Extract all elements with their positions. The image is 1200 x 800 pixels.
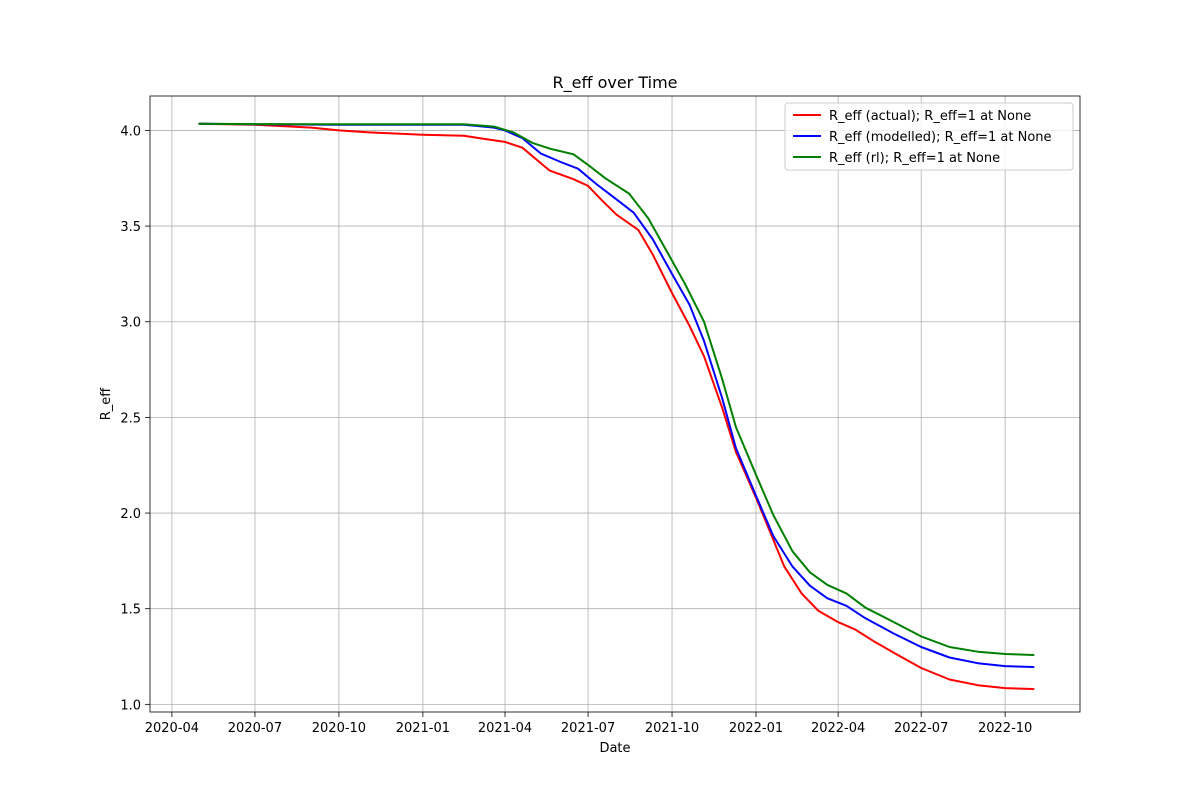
- y-tick-label: 1.0: [120, 698, 141, 713]
- y-tick-label: 3.0: [120, 316, 141, 331]
- grid: [150, 96, 1080, 712]
- series-line-rl: [198, 122, 1035, 656]
- legend-label-actual: R_eff (actual); R_eff=1 at None: [829, 109, 1031, 124]
- x-tick-label: 2021-01: [396, 721, 450, 736]
- series-line-actual: [198, 122, 1035, 690]
- legend-box: [784, 102, 1074, 171]
- x-tick-label: 2021-10: [645, 721, 699, 736]
- y-tick-label: 4.0: [120, 124, 141, 139]
- x-tick-label: 2020-10: [312, 721, 366, 736]
- x-tick-label: 2020-07: [228, 721, 282, 736]
- x-tick-label: 2022-04: [811, 721, 865, 736]
- x-tick-label: 2022-07: [894, 721, 948, 736]
- chart-title: R_eff over Time: [553, 73, 678, 93]
- y-tick-label: 1.5: [120, 603, 141, 618]
- x-tick-label: 2021-07: [561, 721, 615, 736]
- legend-label-rl: R_eff (rl); R_eff=1 at None: [829, 151, 1000, 166]
- y-tick-label: 3.5: [120, 220, 141, 235]
- x-tick-label: 2022-10: [978, 721, 1032, 736]
- y-axis-label: R_eff: [99, 387, 114, 421]
- x-tick-label: 2021-04: [478, 721, 532, 736]
- y-tick-label: 2.5: [120, 411, 141, 426]
- axis-ticks: 2020-04 2020-07 2020-10 2021-01 2021-04 2021-…: [120, 124, 1032, 736]
- x-axis-label: Date: [599, 741, 630, 756]
- legend: R_eff (actual); R_eff=1 at None R_eff (m…: [784, 102, 1074, 171]
- series-layer: [198, 122, 1035, 690]
- x-tick-label: 2022-01: [729, 721, 783, 736]
- legend-label-modelled: R_eff (modelled); R_eff=1 at None: [829, 130, 1052, 145]
- plot-frame: [149, 95, 1081, 713]
- x-tick-label: 2020-04: [145, 721, 199, 736]
- y-tick-label: 2.0: [120, 507, 141, 522]
